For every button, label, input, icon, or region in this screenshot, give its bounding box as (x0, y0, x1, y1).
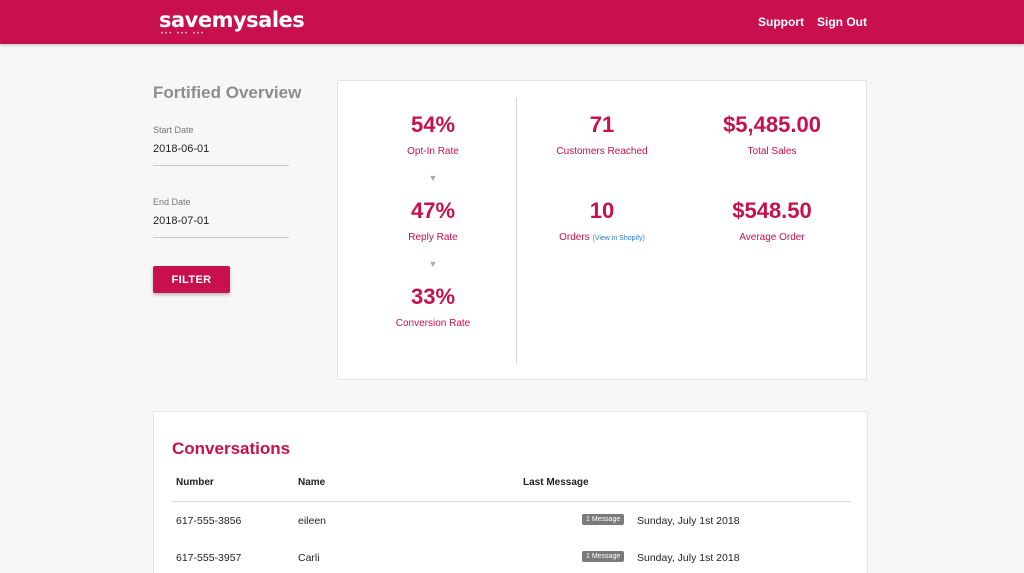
conversations-card: Conversations Number Name Last Message 6… (153, 411, 868, 573)
conversations-title: Conversations (172, 439, 291, 458)
funnel-arrow-icon: ▼ (428, 173, 438, 183)
start-date-label: Start Date (153, 125, 194, 135)
funnel-arrow-icon: ▼ (428, 259, 438, 269)
message-count-badge[interactable]: 1 Message (582, 551, 625, 562)
orders-label-row: Orders (View in Shopify) (517, 232, 687, 243)
logo-dots: ••• ••• ••• (161, 31, 206, 37)
opt-in-rate-value: 54% (410, 112, 456, 137)
last-message-date: Sunday, July 1st 2018 (637, 515, 740, 527)
start-date-input[interactable]: 2018-06-01 (153, 143, 210, 155)
last-message-date: Sunday, July 1st 2018 (637, 552, 740, 564)
opt-in-rate-label: Opt-In Rate (407, 146, 459, 157)
orders-label: Orders (559, 232, 590, 243)
orders-value: 10 (589, 198, 615, 223)
reply-rate-label: Reply Rate (408, 232, 458, 243)
column-header-last-message: Last Message (523, 477, 589, 488)
end-date-input[interactable]: 2018-07-01 (153, 215, 210, 227)
stats-divider (516, 97, 517, 364)
conversion-rate-stat: 33% Conversion Rate (348, 284, 518, 329)
message-count-badge[interactable]: 1 Message (582, 514, 625, 525)
name-cell: eileen (298, 515, 327, 527)
support-link[interactable]: Support (758, 15, 804, 29)
customers-reached-label: Customers Reached (556, 146, 648, 157)
top-navbar: savemysales ••• ••• ••• Support Sign Out (0, 0, 1024, 44)
orders-stat: 10 Orders (View in Shopify) (517, 198, 687, 243)
average-order-label: Average Order (739, 232, 805, 243)
end-date-field[interactable]: End Date 2018-07-01 (153, 197, 289, 238)
average-order-stat: $548.50 Average Order (687, 198, 857, 243)
stats-card: 54% Opt-In Rate ▼ 47% Reply Rate ▼ 33% C… (337, 80, 867, 380)
column-header-name: Name (298, 477, 326, 488)
conversion-rate-label: Conversion Rate (395, 318, 471, 329)
column-header-number: Number (176, 477, 214, 488)
phone-number-cell: 617-555-3957 (176, 552, 242, 564)
total-sales-value: $5,485.00 (723, 112, 821, 137)
table-header-divider (172, 501, 851, 502)
reply-rate-value: 47% (410, 198, 456, 223)
phone-number-cell: 617-555-3856 (176, 515, 242, 527)
table-row[interactable]: 617-555-3957 Carli 1 Message Sunday, Jul… (154, 548, 869, 568)
logo[interactable]: savemysales (159, 8, 305, 32)
customers-reached-stat: 71 Customers Reached (517, 112, 687, 157)
average-order-value: $548.50 (732, 198, 812, 223)
reply-rate-stat: 47% Reply Rate (348, 198, 518, 243)
view-in-shopify-link[interactable]: (View in Shopify) (592, 235, 645, 242)
total-sales-stat: $5,485.00 Total Sales (687, 112, 857, 157)
name-cell: Carli (298, 552, 320, 564)
total-sales-label: Total Sales (747, 146, 797, 157)
opt-in-rate-stat: 54% Opt-In Rate (348, 112, 518, 157)
filter-button[interactable]: FILTER (153, 266, 230, 293)
table-row[interactable]: 617-555-3856 eileen 1 Message Sunday, Ju… (154, 511, 869, 531)
conversion-rate-value: 33% (410, 284, 456, 309)
customers-reached-value: 71 (589, 112, 615, 137)
sign-out-link[interactable]: Sign Out (817, 15, 867, 29)
end-date-label: End Date (153, 197, 191, 207)
page-title: Fortified Overview (153, 83, 302, 102)
start-date-field[interactable]: Start Date 2018-06-01 (153, 125, 289, 166)
